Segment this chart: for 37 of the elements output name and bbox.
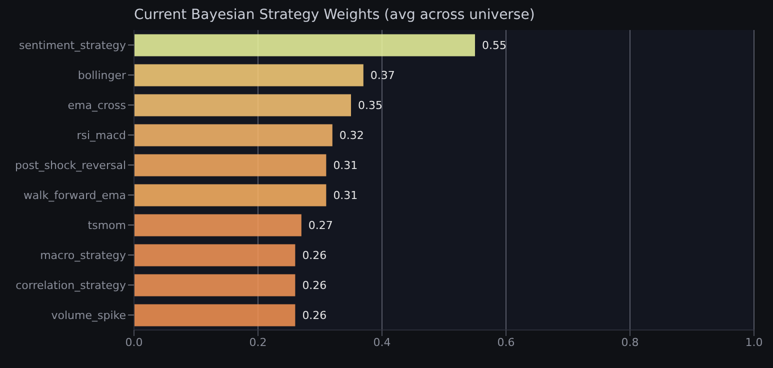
y-tick-label: correlation_strategy [16, 278, 126, 292]
data-label: 0.26 [302, 279, 327, 292]
bar [134, 244, 296, 266]
data-label: 0.26 [302, 309, 327, 322]
bar [134, 184, 326, 206]
bar [134, 124, 332, 146]
x-tick-label: 0.4 [373, 336, 391, 349]
bar [134, 34, 475, 56]
x-tick-label: 0.6 [497, 336, 515, 349]
bar [134, 214, 302, 236]
y-tick-label: tsmom [88, 218, 126, 232]
x-tick-label: 0.0 [125, 336, 143, 349]
y-tick-label: sentiment_strategy [19, 38, 126, 52]
y-tick-label: volume_spike [51, 308, 126, 322]
bar [134, 94, 351, 116]
y-tick-label: post_shock_reversal [15, 158, 126, 172]
bar [134, 304, 296, 326]
y-tick-label: macro_strategy [40, 248, 126, 262]
x-tick-label: 1.0 [745, 336, 763, 349]
bar [134, 274, 296, 296]
x-tick-label: 0.2 [249, 336, 267, 349]
data-label: 0.35 [358, 99, 382, 112]
y-tick-label: rsi_macd [76, 128, 126, 142]
bar [134, 154, 326, 176]
data-label: 0.31 [333, 159, 358, 172]
bar [134, 64, 364, 86]
y-tick-label: ema_cross [68, 98, 126, 112]
data-label: 0.27 [308, 219, 333, 232]
data-label: 0.37 [370, 69, 395, 82]
y-tick-label: bollinger [78, 68, 126, 82]
data-label: 0.31 [333, 189, 358, 202]
y-tick-label: walk_forward_ema [23, 188, 126, 202]
data-label: 0.32 [339, 129, 364, 142]
data-label: 0.26 [302, 249, 327, 262]
data-label: 0.55 [482, 39, 506, 52]
chart-title: Current Bayesian Strategy Weights (avg across universe) [134, 7, 535, 23]
x-tick-label: 0.8 [621, 336, 639, 349]
